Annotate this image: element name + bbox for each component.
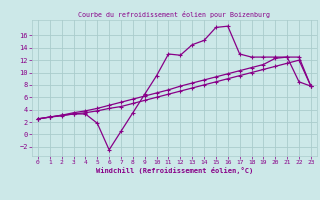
Title: Courbe du refroidissement éolien pour Boizenburg: Courbe du refroidissement éolien pour Bo…	[78, 11, 270, 18]
X-axis label: Windchill (Refroidissement éolien,°C): Windchill (Refroidissement éolien,°C)	[96, 167, 253, 174]
